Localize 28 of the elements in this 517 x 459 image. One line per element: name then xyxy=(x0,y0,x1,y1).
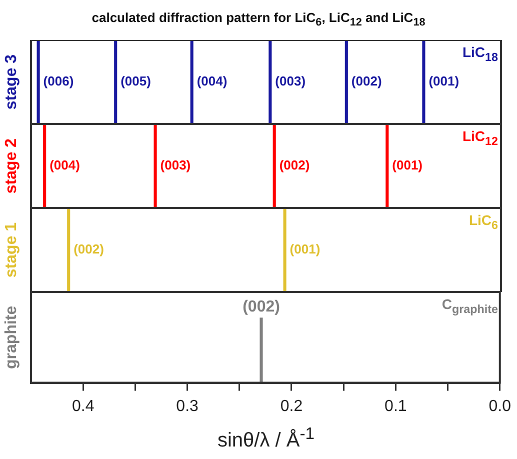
text: LiC$_{18}$ xyxy=(462,44,498,64)
y-axis-title: stage 2 xyxy=(3,138,20,194)
annotation: (002) xyxy=(74,242,104,257)
x-tick-label: 0.2 xyxy=(280,398,303,415)
annotation: (006) xyxy=(43,74,74,89)
x-tick-label: 0.3 xyxy=(176,398,199,415)
text: LiC$_{12}$ xyxy=(462,128,498,148)
y-axis-title: graphite xyxy=(3,306,20,369)
annotation: (001) xyxy=(290,242,320,257)
text: C$_{graphite}$ xyxy=(442,296,498,316)
annotation: (004) xyxy=(196,74,228,89)
annotation: (002) xyxy=(351,74,382,89)
annotation: (001) xyxy=(428,74,460,89)
annotation: (003) xyxy=(275,74,306,89)
annotation: (001) xyxy=(392,158,423,173)
annotation: (003) xyxy=(160,158,191,173)
annotation: (002) xyxy=(279,158,310,173)
text: (002) xyxy=(242,298,280,316)
x-tick-label: 0.4 xyxy=(72,398,94,415)
x-tick-label: 0.1 xyxy=(384,398,407,415)
y-axis-title: stage 1 xyxy=(3,222,20,278)
x-tick-label: 0.0 xyxy=(488,398,512,415)
annotation: (004) xyxy=(50,158,80,173)
y-axis-title: stage 3 xyxy=(3,54,20,110)
chart-title: calculated diffraction pattern for LiC$_{6}$, LiC$_{12}$ and LiC$_{18}$ xyxy=(90,10,426,29)
x-axis-title: sinθ/λ / Å$^{-1}$ xyxy=(216,424,316,453)
annotation: (005) xyxy=(120,74,151,89)
text: LiC$_{6}$ xyxy=(468,212,498,232)
